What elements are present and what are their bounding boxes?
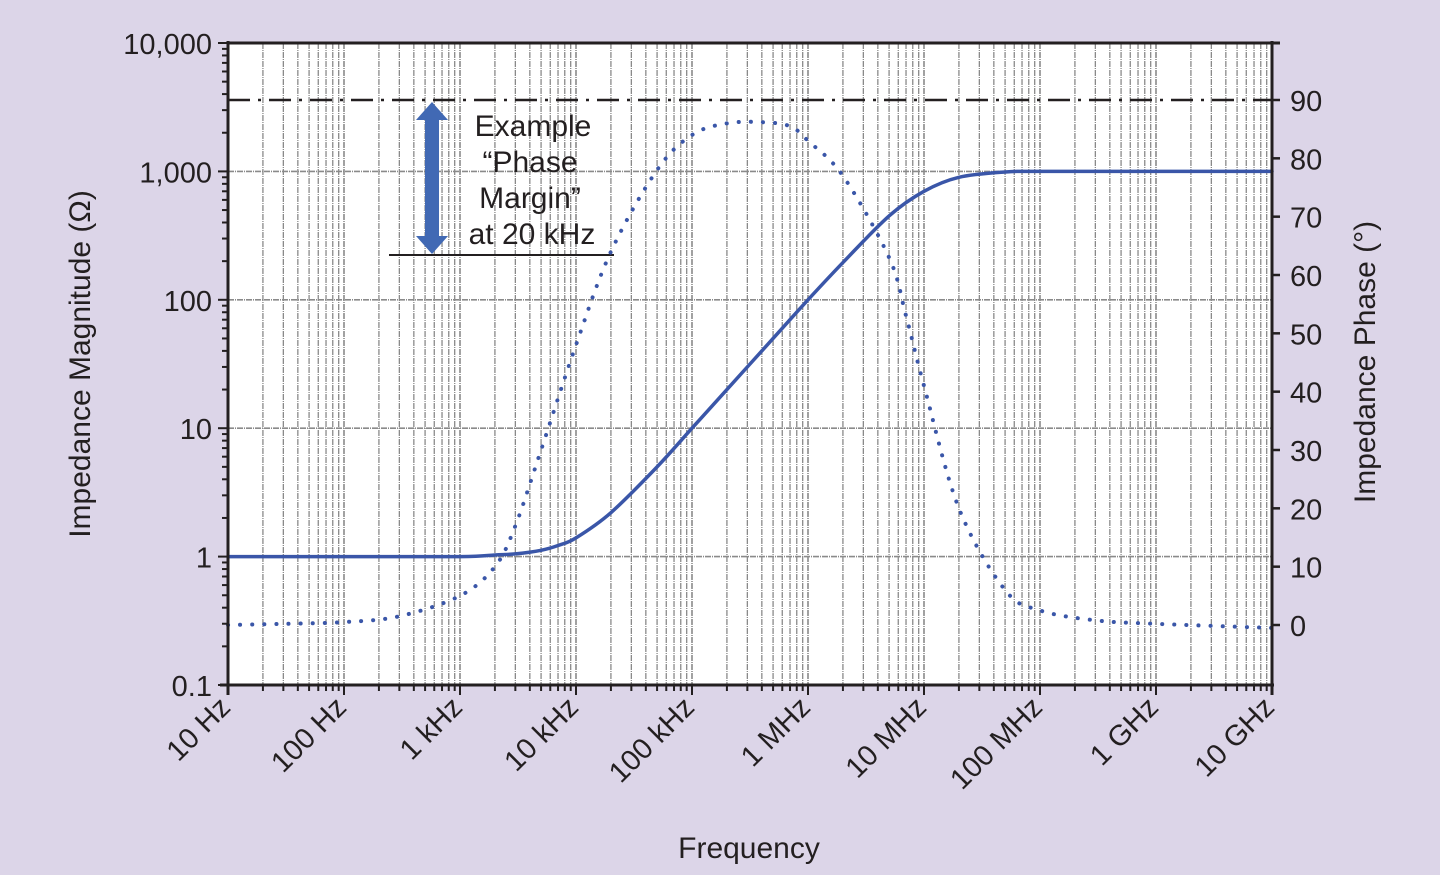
double-arrow-shape — [416, 102, 448, 254]
y2-tick-label: 40 — [1290, 378, 1322, 410]
reference-lines — [228, 98, 1272, 256]
phase-curve — [226, 119, 1274, 630]
x-tick-label: 1 kHz — [394, 691, 469, 766]
y2-tick-labels: 0 10 20 30 40 50 60 70 80 90 — [1290, 86, 1322, 643]
y-tick-label: 1,000 — [139, 157, 212, 189]
axes — [218, 41, 1280, 695]
data-curves — [226, 119, 1274, 630]
y2-tick-label: 70 — [1290, 203, 1322, 235]
y-axis-title: Impedance Magnitude (Ω) — [64, 190, 97, 538]
annotation-line-1: Example — [475, 110, 592, 143]
y2-tick-label: 20 — [1290, 494, 1322, 526]
y-tick-label: 10,000 — [123, 29, 212, 61]
y2-tick-label: 30 — [1290, 436, 1322, 468]
magnitude-curve — [226, 169, 1274, 559]
x-tick-label: 10 GHz — [1189, 691, 1281, 783]
y2-tick-label: 0 — [1290, 611, 1306, 643]
y-tick-label: 1 — [196, 543, 212, 575]
annotation-line-4: at 20 kHz — [469, 218, 596, 251]
y2-axis-title: Impedance Phase (°) — [1349, 221, 1382, 503]
y-tick-labels: 0.1 1 10 100 1,000 10,000 — [123, 29, 212, 703]
annotation-line-2: “Phase — [482, 146, 577, 179]
y2-tick-label: 10 — [1290, 553, 1322, 585]
x-tick-label: 100 Hz — [265, 691, 353, 779]
y2-tick-label: 60 — [1290, 261, 1322, 293]
y2-tick-label: 50 — [1290, 319, 1322, 351]
phase-margin-arrow-icon — [416, 102, 448, 254]
x-tick-label: 1 MHz — [735, 691, 817, 773]
x-tick-label: 1 GHz — [1084, 691, 1165, 772]
x-tick-label: 100 MHz — [944, 691, 1049, 796]
x-tick-label: 100 kHz — [603, 691, 701, 789]
x-axis-title: Frequency — [678, 832, 820, 865]
x-tick-labels: 10 Hz 100 Hz 1 kHz 10 kHz 100 kHz 1 MHz 10 MHz… — [161, 691, 1281, 796]
y-tick-label: 10 — [180, 414, 212, 446]
y-tick-label: 100 — [164, 286, 212, 318]
x-tick-label: 10 kHz — [498, 691, 584, 777]
x-tick-label: 10 MHz — [840, 691, 933, 784]
annotation-line-3: Margin” — [479, 182, 581, 215]
y-tick-label: 0.1 — [172, 671, 212, 703]
y2-tick-label: 90 — [1290, 86, 1322, 118]
y2-tick-label: 80 — [1290, 144, 1322, 176]
